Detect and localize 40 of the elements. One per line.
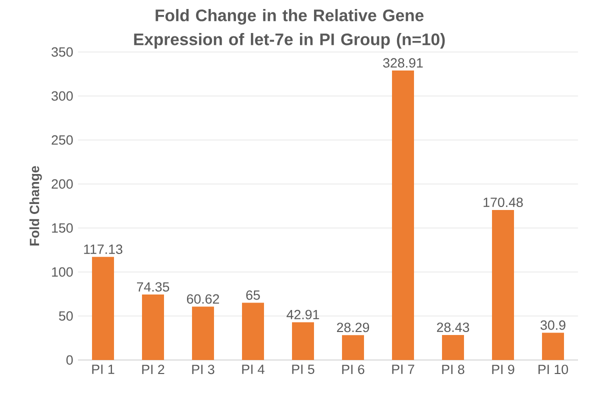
bar (492, 210, 514, 360)
data-label: 42.91 (286, 310, 320, 320)
x-tick-label: PI 5 (292, 364, 314, 374)
x-tick-label: PI 2 (142, 364, 164, 374)
x-tick-label: PI 4 (242, 364, 264, 374)
data-label: 28.29 (336, 322, 370, 332)
chart-title: Fold Change in the Relative Gene Expression of let-7e in PI Group (n=10) (134, 9, 445, 49)
data-label: 170.48 (484, 198, 523, 208)
y-axis-title: Fold Change (29, 166, 42, 246)
bar (342, 335, 364, 360)
data-label: 60.62 (186, 294, 220, 304)
x-tick-label: PI 10 (538, 364, 568, 374)
y-tick-label: 300 (52, 91, 73, 101)
bar (242, 302, 264, 360)
y-tick-label: 150 (52, 223, 73, 233)
bar (392, 70, 414, 360)
data-label: 74.35 (137, 282, 170, 292)
y-tick-label: 100 (52, 267, 73, 277)
y-tick-label: 200 (52, 179, 73, 189)
x-tick-label: PI 9 (492, 364, 514, 374)
x-tick-label: PI 3 (192, 364, 214, 374)
bar (92, 256, 114, 360)
bar (292, 322, 314, 360)
y-tick-label: 50 (59, 311, 73, 321)
y-tick-label: 0 (66, 355, 73, 365)
data-label: 65 (246, 290, 260, 300)
x-tick-label: PI 6 (342, 364, 364, 374)
x-tick-label: PI 8 (442, 364, 464, 374)
bar (192, 306, 214, 360)
y-tick-label: 350 (52, 47, 73, 57)
data-label: 28.43 (436, 322, 470, 332)
y-tick-label: 250 (52, 135, 73, 145)
bar (542, 332, 564, 360)
bar (142, 294, 164, 360)
bar (442, 334, 464, 360)
x-tick-label: PI 1 (92, 364, 114, 374)
data-label: 328.91 (383, 58, 423, 68)
data-label: 117.13 (84, 244, 122, 254)
x-tick-label: PI 7 (392, 364, 414, 374)
data-label: 30.9 (540, 320, 566, 330)
